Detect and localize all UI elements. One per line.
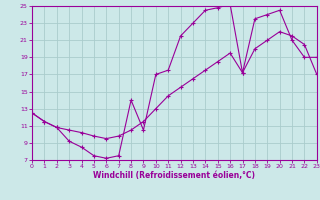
X-axis label: Windchill (Refroidissement éolien,°C): Windchill (Refroidissement éolien,°C) [93, 171, 255, 180]
